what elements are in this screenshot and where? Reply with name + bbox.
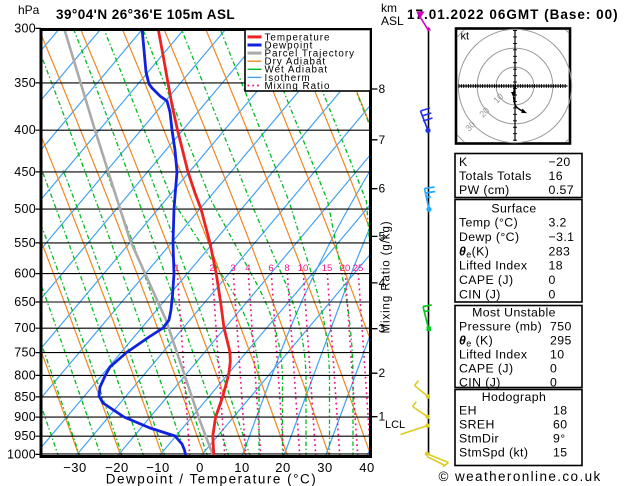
svg-text:15: 15 bbox=[553, 445, 567, 459]
svg-text:0: 0 bbox=[549, 273, 556, 287]
svg-text:CAPE (J): CAPE (J) bbox=[459, 361, 513, 375]
svg-text:Dewp (°C): Dewp (°C) bbox=[459, 230, 519, 244]
svg-text:6: 6 bbox=[268, 263, 273, 274]
svg-text:25: 25 bbox=[353, 263, 364, 274]
svg-text:2: 2 bbox=[209, 263, 214, 274]
svg-text:650: 650 bbox=[14, 295, 36, 309]
svg-text:km: km bbox=[381, 1, 397, 15]
svg-text:1000: 1000 bbox=[7, 447, 36, 461]
svg-text:−3.1: −3.1 bbox=[549, 230, 575, 244]
svg-text:3.2: 3.2 bbox=[549, 216, 567, 230]
svg-text:StmDir: StmDir bbox=[459, 431, 499, 445]
svg-text:350: 350 bbox=[14, 76, 36, 90]
svg-text:CIN (J): CIN (J) bbox=[459, 375, 501, 389]
svg-text:StmSpd (kt): StmSpd (kt) bbox=[459, 445, 528, 459]
svg-text:−20: −20 bbox=[549, 155, 571, 169]
svg-text:θe(K): θe(K) bbox=[459, 244, 489, 259]
svg-text:300: 300 bbox=[14, 21, 36, 35]
svg-text:kt: kt bbox=[461, 31, 470, 43]
svg-text:3: 3 bbox=[379, 322, 386, 336]
svg-text:10: 10 bbox=[234, 460, 249, 475]
svg-text:3: 3 bbox=[230, 263, 235, 274]
svg-text:Mixing Ratio (g/kg): Mixing Ratio (g/kg) bbox=[381, 221, 393, 334]
svg-text:10: 10 bbox=[550, 347, 564, 361]
svg-text:Wet Adiabat: Wet Adiabat bbox=[265, 65, 329, 76]
svg-text:450: 450 bbox=[14, 165, 36, 179]
svg-text:20: 20 bbox=[340, 263, 351, 274]
svg-text:Hodograph: Hodograph bbox=[482, 390, 546, 404]
svg-text:750: 750 bbox=[14, 346, 36, 360]
svg-text:10: 10 bbox=[298, 263, 309, 274]
svg-text:Totals Totals: Totals Totals bbox=[459, 169, 532, 183]
svg-text:θe (K): θe (K) bbox=[459, 333, 493, 348]
svg-text:400: 400 bbox=[14, 123, 36, 137]
svg-text:Mixing Ratio: Mixing Ratio bbox=[265, 81, 331, 92]
svg-text:30: 30 bbox=[317, 460, 332, 475]
svg-text:15: 15 bbox=[322, 263, 333, 274]
svg-text:6: 6 bbox=[379, 182, 386, 196]
svg-text:Pressure (mb): Pressure (mb) bbox=[459, 319, 542, 333]
svg-text:−20: −20 bbox=[105, 460, 129, 475]
svg-text:0: 0 bbox=[549, 287, 556, 301]
svg-text:© weatheronline.co.uk: © weatheronline.co.uk bbox=[439, 469, 602, 484]
svg-text:−10: −10 bbox=[146, 460, 170, 475]
svg-text:4: 4 bbox=[379, 276, 386, 290]
svg-text:9°: 9° bbox=[553, 431, 566, 445]
svg-text:18: 18 bbox=[553, 404, 567, 418]
svg-text:0: 0 bbox=[550, 361, 557, 375]
svg-text:Isotherm: Isotherm bbox=[265, 73, 311, 84]
svg-text:PW (cm): PW (cm) bbox=[459, 183, 510, 197]
svg-text:900: 900 bbox=[14, 410, 36, 424]
svg-text:ASL: ASL bbox=[381, 14, 404, 28]
svg-text:Lifted Index: Lifted Index bbox=[459, 347, 528, 361]
svg-text:20: 20 bbox=[275, 460, 290, 475]
svg-text:Dewpoint / Temperature (°C): Dewpoint / Temperature (°C) bbox=[106, 472, 317, 486]
svg-text:0: 0 bbox=[196, 460, 204, 475]
svg-text:Parcel Trajectory: Parcel Trajectory bbox=[265, 49, 356, 60]
svg-text:500: 500 bbox=[14, 202, 36, 216]
svg-text:700: 700 bbox=[14, 321, 36, 335]
svg-text:550: 550 bbox=[14, 236, 36, 250]
svg-text:Temp (°C): Temp (°C) bbox=[459, 216, 518, 230]
svg-text:Lifted Index: Lifted Index bbox=[459, 259, 528, 273]
svg-text:600: 600 bbox=[14, 267, 36, 281]
svg-text:1: 1 bbox=[174, 263, 179, 274]
svg-text:850: 850 bbox=[14, 390, 36, 404]
svg-text:295: 295 bbox=[550, 333, 572, 347]
svg-text:16: 16 bbox=[549, 169, 563, 183]
svg-text:0.57: 0.57 bbox=[549, 183, 575, 197]
svg-text:1: 1 bbox=[379, 410, 386, 424]
svg-text:5: 5 bbox=[379, 229, 386, 243]
svg-text:8: 8 bbox=[379, 82, 386, 96]
svg-text:950: 950 bbox=[14, 429, 36, 443]
svg-text:39°04'N 26°36'E 105m ASL: 39°04'N 26°36'E 105m ASL bbox=[56, 7, 235, 22]
svg-text:LCL: LCL bbox=[385, 419, 405, 431]
svg-text:7: 7 bbox=[379, 133, 386, 147]
svg-text:Most Unstable: Most Unstable bbox=[472, 306, 556, 320]
svg-text:4: 4 bbox=[245, 263, 250, 274]
svg-text:8: 8 bbox=[284, 263, 289, 274]
svg-text:CAPE (J): CAPE (J) bbox=[459, 273, 513, 287]
svg-text:0: 0 bbox=[550, 375, 557, 389]
svg-text:17.01.2022 06GMT (Base: 00): 17.01.2022 06GMT (Base: 00) bbox=[407, 7, 619, 22]
svg-text:SREH: SREH bbox=[459, 418, 495, 432]
svg-text:Dewpoint: Dewpoint bbox=[265, 40, 314, 51]
svg-text:40: 40 bbox=[359, 460, 374, 475]
svg-text:Surface: Surface bbox=[491, 202, 536, 216]
svg-text:CIN (J): CIN (J) bbox=[459, 287, 501, 301]
svg-text:800: 800 bbox=[14, 368, 36, 382]
svg-text:750: 750 bbox=[550, 319, 572, 333]
svg-text:Temperature: Temperature bbox=[265, 32, 331, 43]
svg-text:2: 2 bbox=[379, 366, 386, 380]
svg-text:Dry Adiabat: Dry Adiabat bbox=[265, 57, 327, 68]
svg-text:EH: EH bbox=[459, 404, 477, 418]
svg-text:hPa: hPa bbox=[18, 3, 40, 17]
svg-text:K: K bbox=[459, 155, 468, 169]
svg-text:−30: −30 bbox=[63, 460, 87, 475]
svg-text:18: 18 bbox=[549, 259, 563, 273]
svg-text:60: 60 bbox=[553, 418, 567, 432]
svg-text:283: 283 bbox=[549, 244, 571, 258]
